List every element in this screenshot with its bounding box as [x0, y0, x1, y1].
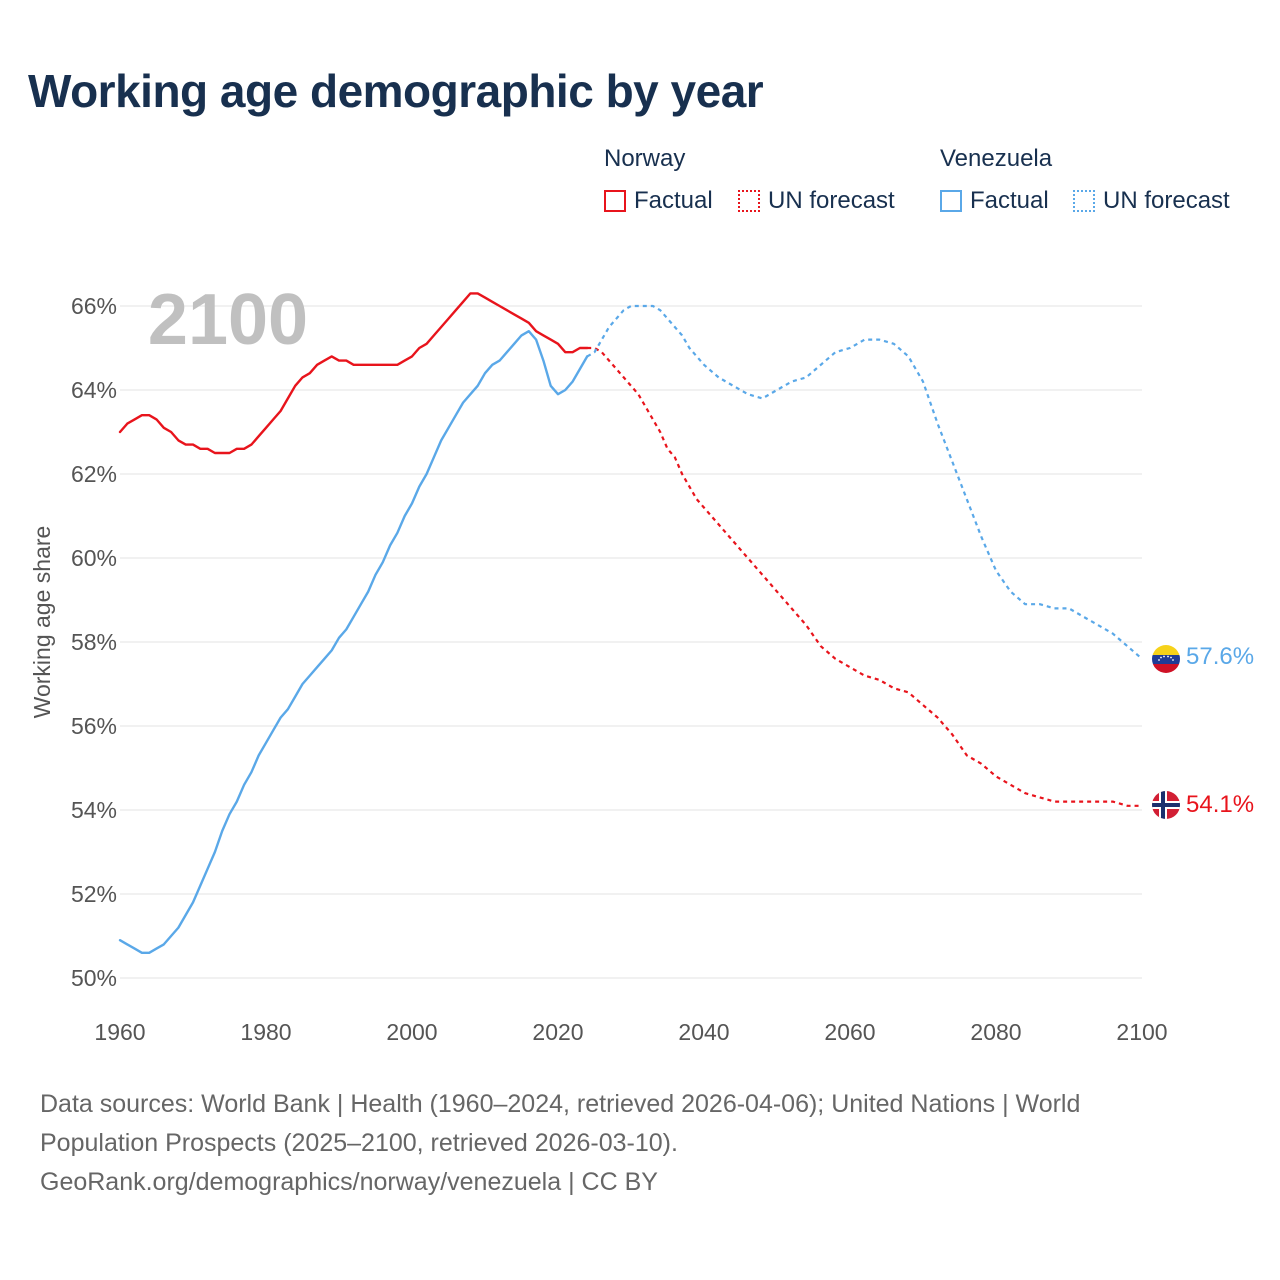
footer-attribution: GeoRank.org/demographics/norway/venezuel…	[40, 1168, 658, 1196]
norway-flag-icon	[1152, 791, 1180, 819]
legend-venezuela-forecast-label: UN forecast	[1103, 187, 1230, 214]
year-watermark: 2100	[148, 280, 308, 360]
x-tick-label: 1980	[240, 1019, 291, 1045]
legend-norway-factual[interactable]: Factual	[604, 187, 713, 215]
y-axis-ticks: 50% 52% 54% 56% 58% 60% 62% 64% 66%	[71, 293, 117, 991]
legend-norway-title: Norway	[604, 145, 686, 172]
x-tick-label: 2060	[824, 1019, 875, 1045]
x-tick-label: 2020	[532, 1019, 583, 1045]
y-tick-label: 66%	[71, 293, 117, 319]
norway-forecast-line	[587, 346, 1142, 807]
x-axis-ticks: 1960 1980 2000 2020 2040 2060 2080 2100	[94, 1019, 1167, 1045]
y-tick-label: 54%	[71, 797, 117, 823]
legend-norway-forecast[interactable]: UN forecast	[738, 187, 895, 215]
y-tick-label: 52%	[71, 881, 117, 907]
legend-venezuela-factual-swatch	[940, 190, 962, 212]
footer-sources-line2: Population Prospects (2025–2100, retriev…	[40, 1129, 678, 1157]
legend-venezuela-title: Venezuela	[940, 145, 1053, 172]
x-tick-label: 2080	[970, 1019, 1021, 1045]
venezuela-factual-line	[118, 330, 589, 954]
y-tick-label: 50%	[71, 965, 117, 991]
norway-end-value: 54.1%	[1186, 791, 1254, 818]
venezuela-end-value: 57.6%	[1186, 643, 1254, 670]
legend-norway-factual-swatch	[604, 190, 626, 212]
y-tick-label: 64%	[71, 377, 117, 403]
venezuela-flag-icon	[1152, 645, 1180, 673]
legend-norway-factual-label: Factual	[634, 187, 713, 214]
footer: Data sources: World Bank | Health (1960–…	[40, 1085, 1240, 1202]
series-lines	[118, 292, 1143, 954]
y-axis-label: Working age share	[29, 526, 55, 719]
x-tick-label: 2000	[386, 1019, 437, 1045]
x-tick-label: 2040	[678, 1019, 729, 1045]
legend-venezuela-factual[interactable]: Factual	[940, 187, 1049, 215]
legend-norway-forecast-label: UN forecast	[768, 187, 895, 214]
legend-venezuela-forecast[interactable]: UN forecast	[1073, 187, 1230, 215]
y-tick-label: 56%	[71, 713, 117, 739]
footer-sources-line1: Data sources: World Bank | Health (1960–…	[40, 1090, 1081, 1118]
chart-title: Working age demographic by year	[28, 65, 764, 117]
venezuela-forecast-line	[586, 304, 1143, 660]
line-chart: 2100 50% 52% 54% 56% 58% 60% 62% 64% 66% 1960 198…	[29, 280, 1254, 1045]
legend-venezuela-factual-label: Factual	[970, 187, 1049, 214]
grid-lines	[120, 305, 1142, 979]
x-tick-label: 2100	[1116, 1019, 1167, 1045]
legend-norway-forecast-swatch	[738, 190, 760, 212]
norway-factual-line	[118, 292, 589, 455]
legend-venezuela-forecast-swatch	[1073, 190, 1095, 212]
x-tick-label: 1960	[94, 1019, 145, 1045]
y-tick-label: 60%	[71, 545, 117, 571]
y-tick-label: 58%	[71, 629, 117, 655]
y-tick-label: 62%	[71, 461, 117, 487]
